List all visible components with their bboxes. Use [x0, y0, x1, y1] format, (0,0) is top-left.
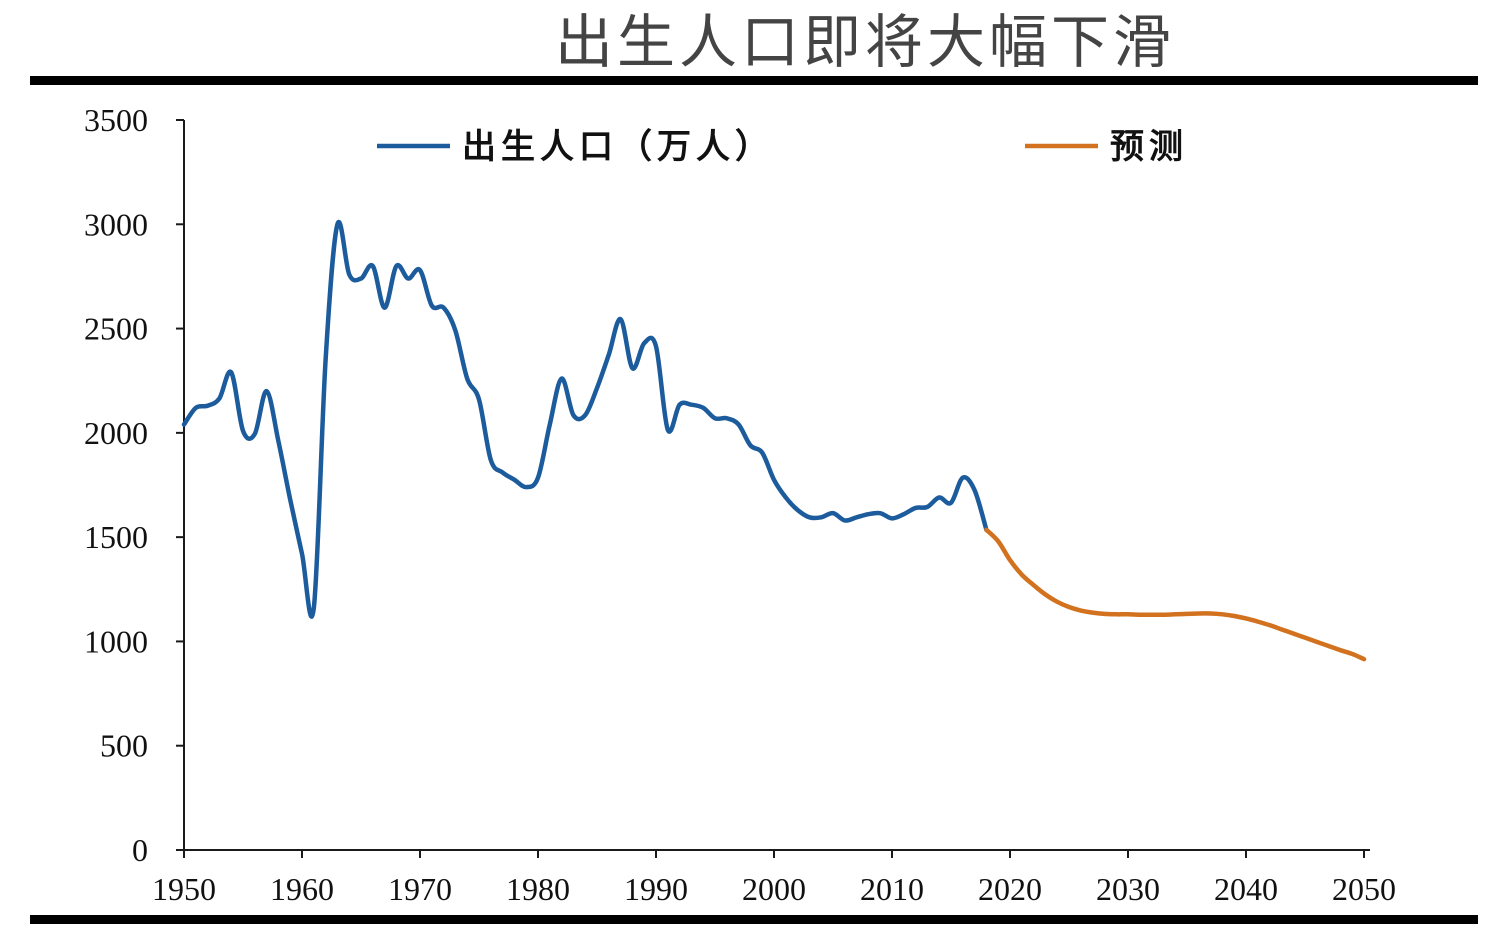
- series-line-births: [181, 219, 989, 619]
- x-tick-label-1990: 1990: [624, 871, 688, 907]
- x-tick-label-2040: 2040: [1214, 871, 1278, 907]
- series-line-forecast: [984, 527, 1367, 662]
- x-axis-ticks: 1950 1960 1970 1980 1990 2000 2010 2020 2030 2040…: [152, 850, 1396, 907]
- legend: 出生人口（万人） 预测: [377, 127, 1188, 167]
- x-tick-label-2010: 2010: [860, 871, 924, 907]
- x-tick-label-1970: 1970: [388, 871, 452, 907]
- y-axis-ticks: 0 500 1000 1500 2000 2500 3000 3500: [84, 102, 184, 868]
- y-tick-label-3000: 3000: [84, 206, 148, 242]
- y-tick-label-3500: 3500: [84, 102, 148, 138]
- chart-title: 出生人口即将大幅下滑: [555, 8, 1175, 76]
- y-tick-label-1000: 1000: [84, 623, 148, 659]
- y-tick-label-1500: 1500: [84, 519, 148, 555]
- x-tick-label-2030: 2030: [1096, 871, 1160, 907]
- y-tick-label-500: 500: [100, 728, 148, 764]
- x-tick-label-2050: 2050: [1332, 871, 1396, 907]
- legend-label-births: 出生人口（万人）: [462, 127, 774, 167]
- x-tick-label-2000: 2000: [742, 871, 806, 907]
- x-tick-label-1950: 1950: [152, 871, 216, 907]
- x-tick-label-2020: 2020: [978, 871, 1042, 907]
- y-tick-label-2500: 2500: [84, 311, 148, 347]
- top-rule: [30, 76, 1478, 85]
- x-tick-label-1980: 1980: [506, 871, 570, 907]
- x-tick-label-1960: 1960: [270, 871, 334, 907]
- plot-area: 0 500 1000 1500 2000 2500 3000 3500 1950 1960 197…: [84, 102, 1396, 907]
- legend-item-births: 出生人口（万人）: [377, 127, 774, 167]
- series-lines: [181, 219, 1367, 662]
- legend-item-forecast: 预测: [1025, 127, 1188, 167]
- bottom-rule: [30, 915, 1478, 924]
- y-tick-label-2000: 2000: [84, 415, 148, 451]
- legend-label-forecast: 预测: [1110, 127, 1188, 167]
- y-tick-label-0: 0: [132, 832, 148, 868]
